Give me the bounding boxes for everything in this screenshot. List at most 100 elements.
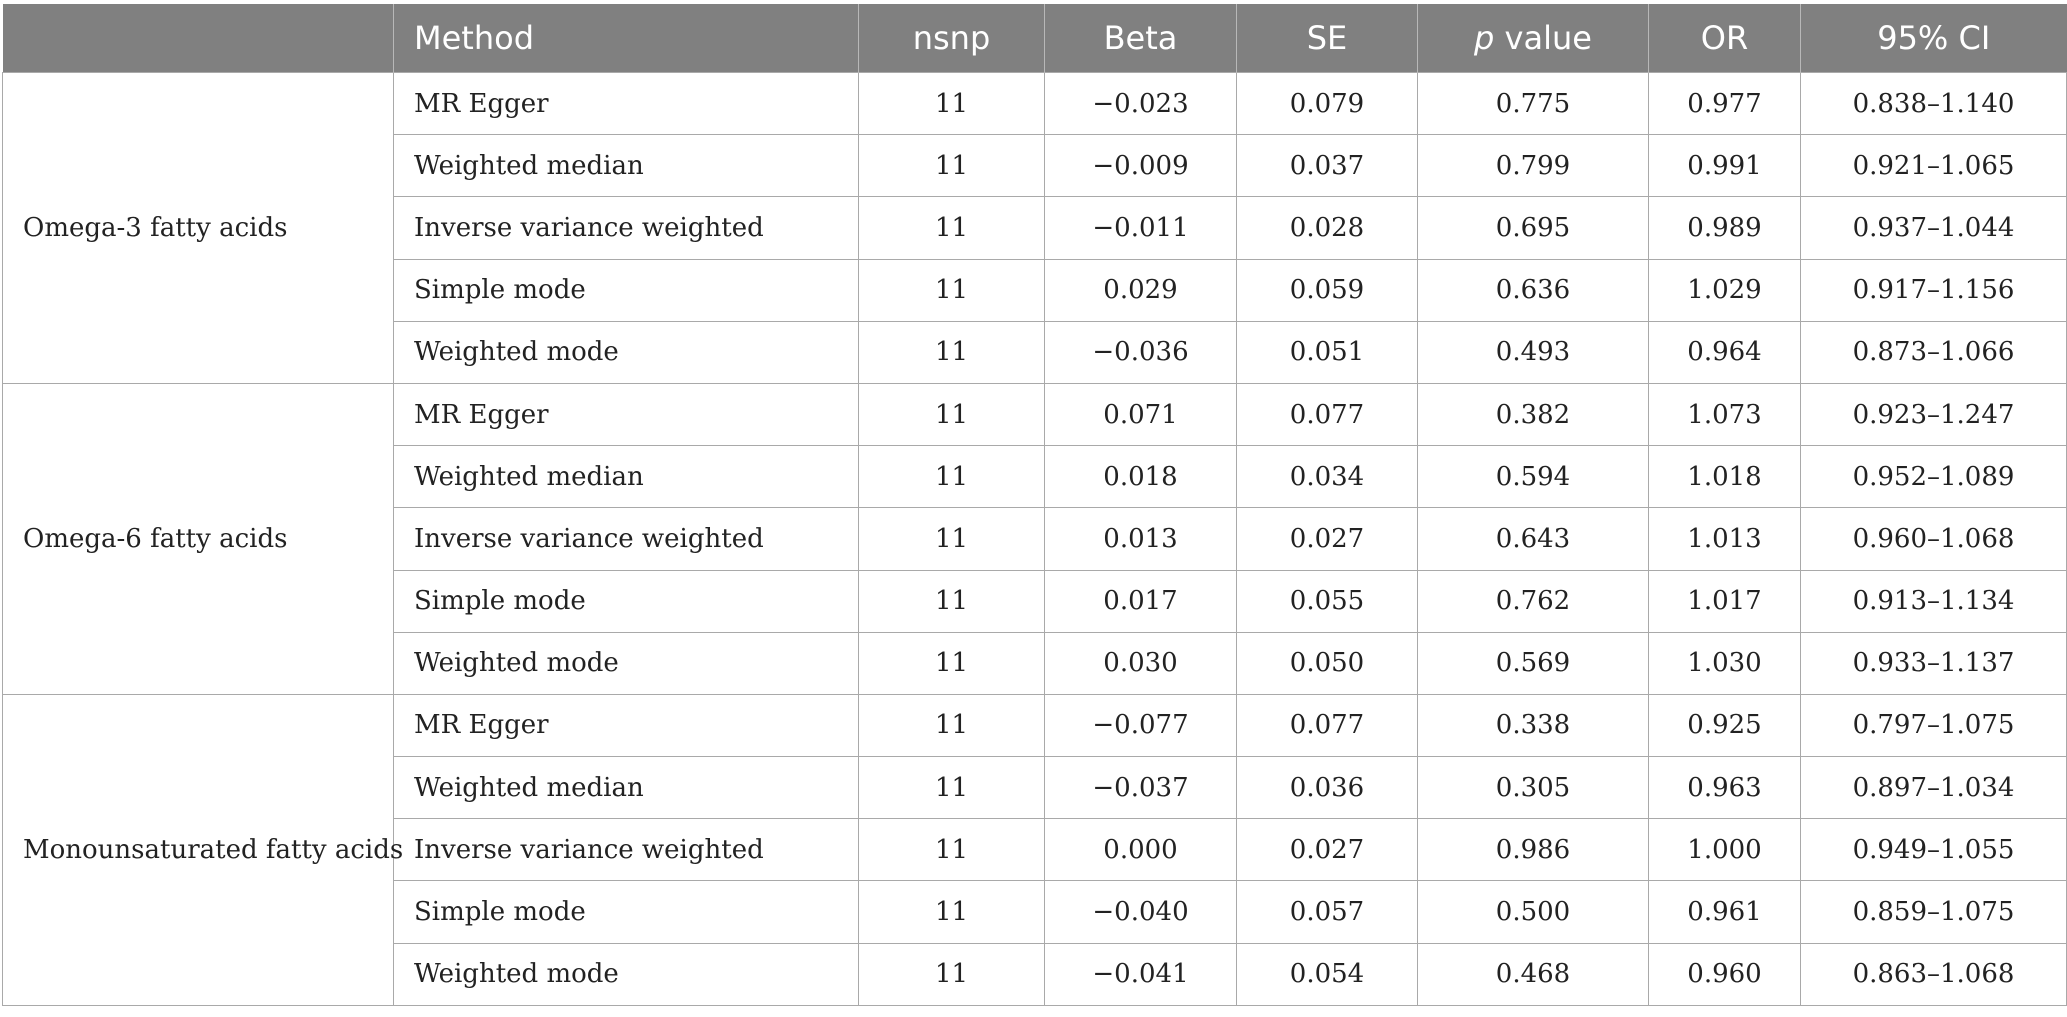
- cell-method: MR Egger: [393, 382, 859, 447]
- cell-beta: −0.023: [1044, 71, 1237, 136]
- cell-p: 0.338: [1417, 693, 1649, 758]
- cell-method: Weighted mode: [393, 631, 859, 695]
- cell-p: 0.636: [1417, 258, 1649, 322]
- cell-p: 0.569: [1417, 631, 1649, 695]
- table-row: Weighted median 11 −0.037 0.036 0.305 0.963 0.…: [3, 756, 2067, 820]
- cell-p: 0.500: [1417, 880, 1649, 944]
- header-beta: Beta: [1044, 4, 1237, 73]
- header-method: Method: [393, 4, 859, 73]
- cell-or: 0.960: [1648, 942, 1801, 1007]
- group-label: Omega-6 fatty acids: [2, 382, 394, 695]
- cell-nsnp: 11: [858, 756, 1045, 820]
- cell-method: MR Egger: [393, 693, 859, 758]
- cell-nsnp: 11: [858, 507, 1045, 571]
- cell-se: 0.028: [1236, 196, 1418, 260]
- table-row: Inverse variance weighted 11 −0.011 0.028 0.…: [3, 196, 2067, 260]
- cell-method: Inverse variance weighted: [393, 507, 859, 571]
- cell-nsnp: 11: [858, 445, 1045, 509]
- cell-method: Inverse variance weighted: [393, 196, 859, 260]
- cell-nsnp: 11: [858, 631, 1045, 695]
- cell-se: 0.077: [1236, 693, 1418, 758]
- table-row: Monounsaturated fatty acids MR Egger 11 −0.…: [2, 693, 2067, 1007]
- header-row: Method nsnp Beta SE p value OR 95% CI: [2, 4, 2067, 73]
- cell-nsnp: 11: [858, 569, 1045, 633]
- cell-ci: 0.797–1.075: [1800, 693, 2067, 758]
- cell-p: 0.594: [1417, 445, 1649, 509]
- cell-se: 0.036: [1236, 756, 1418, 820]
- cell-or: 1.073: [1648, 382, 1801, 447]
- cell-method: Weighted median: [393, 134, 859, 198]
- cell-method: Weighted median: [393, 756, 859, 820]
- cell-se: 0.055: [1236, 569, 1418, 633]
- table-row: Simple mode 11 −0.040 0.057 0.500 0.961 0.859–…: [3, 880, 2067, 944]
- cell-nsnp: 11: [858, 942, 1045, 1007]
- cell-method: Weighted mode: [393, 320, 859, 384]
- cell-or: 1.018: [1648, 445, 1801, 509]
- table-row: Weighted median 11 0.018 0.034 0.594 1.018 0.9…: [3, 445, 2067, 509]
- table-row: Weighted mode 11 −0.036 0.051 0.493 0.964 0.87…: [3, 320, 2067, 384]
- cell-ci: 0.952–1.089: [1800, 445, 2067, 509]
- cell-ci: 0.897–1.034: [1800, 756, 2067, 820]
- cell-se: 0.037: [1236, 134, 1418, 198]
- cell-ci: 0.960–1.068: [1800, 507, 2067, 571]
- cell-ci: 0.838–1.140: [1800, 71, 2067, 136]
- cell-beta: −0.077: [1044, 693, 1237, 758]
- cell-p: 0.493: [1417, 320, 1649, 384]
- cell-ci: 0.859–1.075: [1800, 880, 2067, 944]
- cell-method: Weighted mode: [393, 942, 859, 1007]
- cell-nsnp: 11: [858, 818, 1045, 882]
- table-row: Omega-3 fatty acids MR Egger 11 −0.023 0.079…: [2, 71, 2067, 384]
- group-label: Omega-3 fatty acids: [2, 72, 394, 384]
- cell-nsnp: 11: [858, 196, 1045, 260]
- cell-p: 0.643: [1417, 507, 1649, 571]
- cell-ci: 0.949–1.055: [1800, 818, 2067, 882]
- cell-beta: −0.009: [1044, 134, 1237, 198]
- cell-se: 0.059: [1236, 258, 1418, 322]
- table-row: Simple mode 11 0.029 0.059 0.636 1.029 0.917–1…: [3, 258, 2067, 322]
- cell-or: 1.013: [1648, 507, 1801, 571]
- cell-ci: 0.921–1.065: [1800, 134, 2067, 198]
- cell-ci: 0.923–1.247: [1800, 382, 2067, 447]
- header-or: OR: [1648, 4, 1801, 73]
- cell-ci: 0.917–1.156: [1800, 258, 2067, 322]
- cell-nsnp: 11: [858, 880, 1045, 944]
- cell-method: MR Egger: [393, 71, 859, 136]
- cell-beta: −0.041: [1044, 942, 1237, 1007]
- cell-beta: 0.030: [1044, 631, 1237, 695]
- cell-nsnp: 11: [858, 382, 1045, 447]
- cell-beta: 0.018: [1044, 445, 1237, 509]
- results-table: Method nsnp Beta SE p value OR 95% CI Om…: [2, 4, 2067, 1007]
- cell-method: Simple mode: [393, 569, 859, 633]
- cell-se: 0.079: [1236, 71, 1418, 136]
- cell-method: Weighted median: [393, 445, 859, 509]
- header-p-rest: value: [1494, 19, 1592, 57]
- cell-or: 1.000: [1648, 818, 1801, 882]
- cell-method: Inverse variance weighted: [393, 818, 859, 882]
- cell-beta: 0.013: [1044, 507, 1237, 571]
- cell-or: 0.977: [1648, 71, 1801, 136]
- cell-or: 0.963: [1648, 756, 1801, 820]
- cell-nsnp: 11: [858, 71, 1045, 136]
- header-p-value: p value: [1417, 4, 1649, 73]
- cell-se: 0.051: [1236, 320, 1418, 384]
- cell-or: 0.925: [1648, 693, 1801, 758]
- cell-or: 0.961: [1648, 880, 1801, 944]
- table-row: Inverse variance weighted 11 0.000 0.027 0.9…: [3, 818, 2067, 882]
- cell-se: 0.057: [1236, 880, 1418, 944]
- table-row: Omega-6 fatty acids MR Egger 11 0.071 0.077 0…: [2, 382, 2067, 695]
- cell-ci: 0.863–1.068: [1800, 942, 2067, 1007]
- cell-beta: 0.071: [1044, 382, 1237, 447]
- table-row: Weighted mode 11 0.030 0.050 0.569 1.030 0.933…: [3, 631, 2067, 695]
- cell-p: 0.305: [1417, 756, 1649, 820]
- cell-se: 0.027: [1236, 507, 1418, 571]
- table-header: Method nsnp Beta SE p value OR 95% CI: [2, 4, 2067, 73]
- header-nsnp: nsnp: [858, 4, 1045, 73]
- cell-se: 0.050: [1236, 631, 1418, 695]
- header-ci: 95% CI: [1800, 4, 2067, 73]
- cell-se: 0.034: [1236, 445, 1418, 509]
- cell-ci: 0.937–1.044: [1800, 196, 2067, 260]
- cell-ci: 0.873–1.066: [1800, 320, 2067, 384]
- cell-nsnp: 11: [858, 258, 1045, 322]
- cell-p: 0.762: [1417, 569, 1649, 633]
- cell-p: 0.468: [1417, 942, 1649, 1007]
